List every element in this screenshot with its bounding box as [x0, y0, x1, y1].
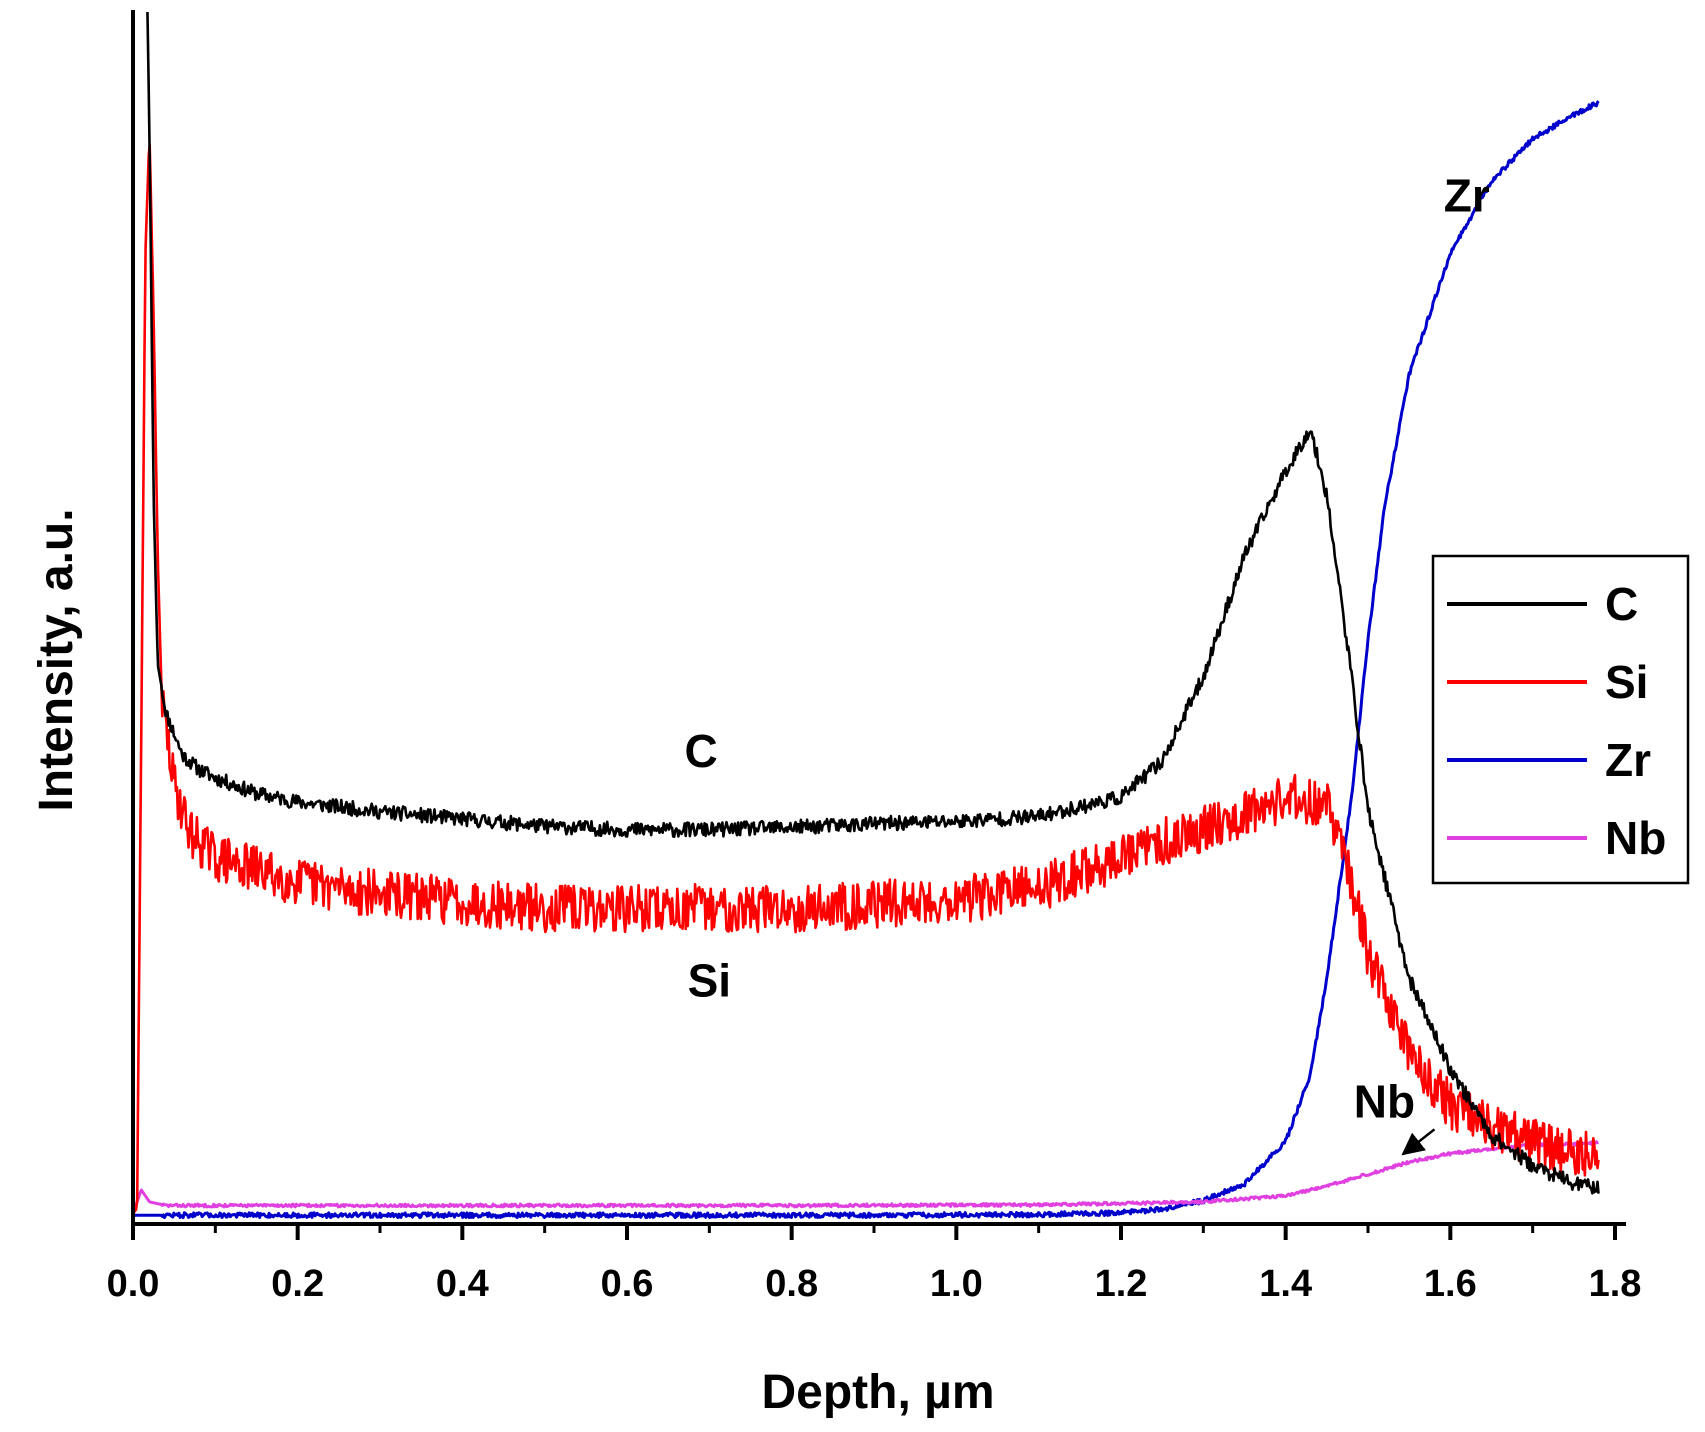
x-tick-label: 0.2 — [271, 1263, 324, 1305]
annotation-group: C Si Zr Nb — [684, 169, 1490, 1156]
curve-group — [133, 12, 1600, 1220]
x-tick-label: 1.8 — [1589, 1263, 1642, 1305]
legend-box — [1431, 554, 1690, 885]
x-tick-label: 1.6 — [1424, 1263, 1477, 1305]
series-line-c — [133, 12, 1600, 1195]
x-tick-label-group: 0.0 0.2 0.4 0.6 0.8 1.0 1.2 1.4 1.6 1.8 — [107, 1263, 1642, 1305]
curve-label-si: Si — [688, 955, 731, 1007]
x-tick-label: 0.4 — [436, 1263, 489, 1305]
legend-label-zr: Zr — [1605, 734, 1651, 786]
x-tick-label: 0.6 — [601, 1263, 654, 1305]
legend-label-si: Si — [1605, 656, 1648, 708]
x-tick-label: 1.0 — [930, 1263, 983, 1305]
y-axis-title: Intensity, a.u. — [30, 508, 83, 811]
x-tick-label: 0.8 — [765, 1263, 818, 1305]
curve-label-zr: Zr — [1444, 169, 1490, 221]
x-tick-label: 1.2 — [1095, 1263, 1148, 1305]
legend-label-nb: Nb — [1605, 812, 1666, 864]
legend: C Si Zr Nb — [1431, 554, 1690, 885]
curve-label-c: C — [684, 725, 717, 777]
series-line-si — [133, 143, 1600, 1215]
curve-label-nb: Nb — [1354, 1075, 1415, 1127]
series-line-zr — [133, 100, 1600, 1220]
series-line-nb — [133, 1140, 1599, 1215]
legend-label-c: C — [1605, 578, 1638, 630]
x-tick-label: 0.0 — [107, 1263, 160, 1305]
x-axis-title: Depth, µm — [762, 1366, 995, 1419]
x-tick-label: 1.4 — [1259, 1263, 1312, 1305]
x-tick-group — [131, 1224, 1617, 1240]
nb-arrow — [1401, 1128, 1436, 1156]
